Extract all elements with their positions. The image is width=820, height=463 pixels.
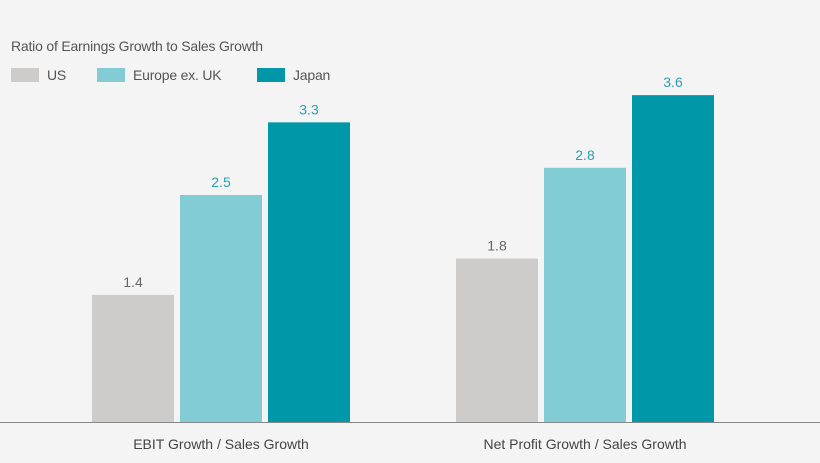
value-label-net-profit-japan: 3.6	[663, 74, 683, 90]
value-label-ebit-japan: 3.3	[299, 101, 319, 117]
bar-ebit-japan	[268, 122, 350, 423]
category-label-net-profit: Net Profit Growth / Sales Growth	[483, 436, 686, 452]
value-label-ebit-europe: 2.5	[211, 174, 231, 190]
bar-net-profit-japan	[632, 95, 714, 423]
legend-swatch-japan	[257, 68, 285, 82]
legend-swatch-us	[11, 68, 39, 82]
legend-label-europe: Europe ex. UK	[133, 67, 222, 83]
bar-ebit-us	[92, 294, 174, 422]
legend-item-japan: Japan	[257, 67, 330, 83]
legend-label-us: US	[47, 67, 67, 83]
bar-ebit-europe	[180, 195, 262, 422]
value-label-ebit-us: 1.4	[123, 274, 143, 290]
legend-item-us: US	[11, 67, 97, 83]
category-label-ebit: EBIT Growth / Sales Growth	[133, 436, 309, 452]
value-label-net-profit-europe: 2.8	[575, 147, 595, 163]
bar-net-profit-us	[456, 258, 538, 422]
bar-net-profit-europe	[544, 167, 626, 422]
legend: US Europe ex. UK Japan	[11, 66, 330, 84]
value-label-net-profit-us: 1.8	[487, 238, 507, 254]
legend-label-japan: Japan	[293, 67, 331, 83]
legend-swatch-europe	[97, 68, 125, 82]
legend-item-europe: Europe ex. UK	[97, 67, 257, 83]
chart-title: Ratio of Earnings Growth to Sales Growth	[11, 38, 263, 54]
